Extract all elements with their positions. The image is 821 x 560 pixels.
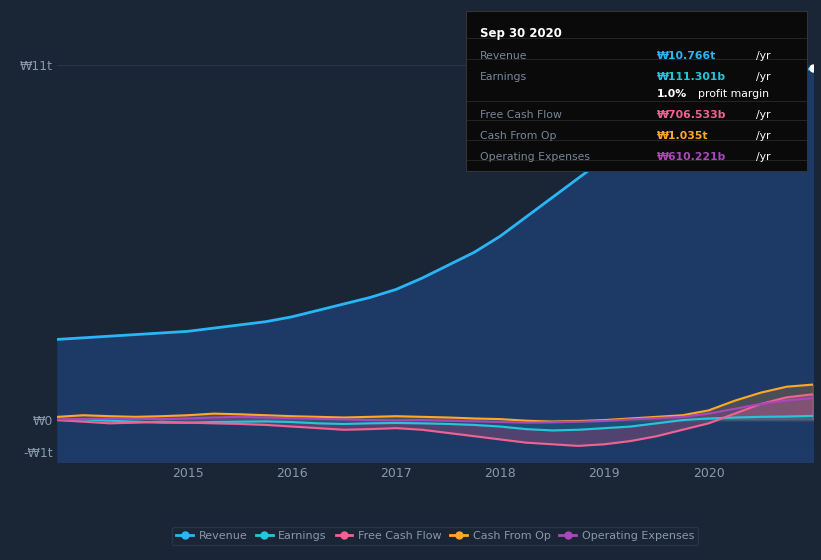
Text: Cash From Op: Cash From Op [480,131,557,141]
Point [806,64,819,73]
Text: Revenue: Revenue [480,51,527,61]
Text: ₩1.035t: ₩1.035t [657,131,709,141]
Text: /yr: /yr [756,51,770,61]
Text: profit margin: profit margin [698,90,769,100]
Text: ₩111.301b: ₩111.301b [657,72,727,82]
Text: 1.0%: 1.0% [657,90,687,100]
Text: /yr: /yr [756,131,770,141]
Text: Free Cash Flow: Free Cash Flow [480,110,562,120]
Text: ₩610.221b: ₩610.221b [657,152,727,162]
Text: ₩10.766t: ₩10.766t [657,51,717,61]
Text: Earnings: Earnings [480,72,527,82]
Text: ₩706.533b: ₩706.533b [657,110,727,120]
Text: /yr: /yr [756,152,770,162]
Legend: Revenue, Earnings, Free Cash Flow, Cash From Op, Operating Expenses: Revenue, Earnings, Free Cash Flow, Cash … [172,526,699,545]
Text: Operating Expenses: Operating Expenses [480,152,590,162]
Text: /yr: /yr [756,110,770,120]
Text: Sep 30 2020: Sep 30 2020 [480,27,562,40]
Text: /yr: /yr [756,72,770,82]
